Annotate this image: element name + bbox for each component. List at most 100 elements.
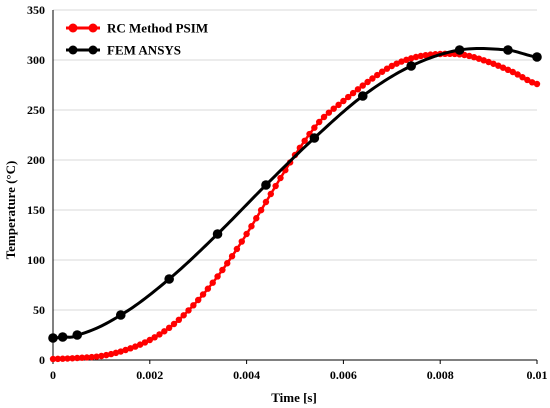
y-axis-label: Temperature (°C): [3, 161, 18, 260]
series-0-dot-64: [359, 82, 366, 89]
series-0-dot-98: [524, 76, 531, 84]
series-0-dot-57: [325, 109, 333, 116]
series-0-dot-40: [243, 230, 250, 238]
series-0-dot-16: [127, 345, 134, 352]
x-tick-labels: 0 0.002 0.004 0.006 0.008 0.01: [50, 368, 548, 382]
series-0-dot-99: [528, 79, 536, 86]
series-0-dot-47: [277, 174, 284, 182]
series-0-dot-11: [103, 351, 110, 359]
series-0-dot-12: [107, 350, 115, 358]
x-tick-label-1: 0.002: [136, 368, 163, 382]
series-0-dot-9: [93, 353, 100, 360]
series-0-dot-52: [301, 137, 308, 144]
axes: [52, 10, 538, 364]
series-0-dot-96: [514, 71, 521, 78]
series-1-point-0: [48, 333, 58, 343]
series-0-dot-97: [519, 74, 526, 81]
series-0-dot-43: [257, 206, 265, 214]
x-axis-label: Time [s]: [271, 390, 317, 405]
y-tick-label-2: 100: [27, 253, 45, 267]
series-0-dot-69: [383, 65, 391, 72]
x-tick-label-5: 0.01: [527, 368, 548, 382]
series-0-dot-41: [248, 223, 255, 230]
series-0-dot-13: [112, 349, 120, 357]
x-tick-label-4: 0.008: [427, 368, 454, 382]
series-0-dot-73: [403, 56, 410, 64]
series-0-dot-55: [316, 118, 323, 126]
y-tick-label-6: 300: [27, 53, 45, 67]
series-0-dot-75: [412, 53, 420, 61]
series-0-dot-94: [504, 66, 512, 74]
series-0-dot-62: [349, 89, 357, 97]
series-0-dot-56: [320, 113, 328, 121]
series-1-point-1: [57, 332, 68, 342]
series-0-dot-68: [378, 68, 386, 75]
series-0-dot-92: [495, 62, 502, 69]
series-0-dot-88: [475, 55, 483, 62]
series-0-dot-95: [509, 68, 516, 76]
series-0-dot-23: [161, 328, 168, 335]
series-0-dot-93: [499, 64, 507, 71]
y-tick-label-7: 350: [27, 3, 45, 17]
gridlines: [53, 9, 537, 311]
y-tick-label-3: 150: [27, 203, 45, 217]
series-0-dot-59: [335, 101, 342, 109]
series-0-dot-65: [364, 78, 371, 86]
series-0-dot-10: [98, 352, 105, 360]
legend-label-0: RC Method PSIM: [107, 21, 208, 36]
series-0-dot-90: [485, 58, 492, 66]
series-0-dot-15: [122, 346, 129, 354]
series-0-dot-89: [480, 57, 487, 64]
legend-marker-right-1: [88, 45, 98, 55]
series-1: [48, 45, 542, 343]
series-0-dot-4: [69, 355, 76, 362]
series-line-1: [52, 47, 538, 340]
series-0-dot-63: [354, 86, 362, 93]
series-0-dot-7: [83, 354, 91, 361]
series-0-dot-44: [262, 198, 270, 206]
series-0-dot-45: [267, 190, 274, 198]
series-0-dot-54: [311, 124, 318, 131]
series-1-point-12: [532, 52, 542, 62]
series-1-point-11: [503, 45, 513, 55]
series-0-dot-6: [78, 354, 86, 361]
legend-marker-left-1: [68, 45, 78, 55]
series-0-dot-21: [151, 334, 158, 341]
series-0-dot-2: [59, 355, 66, 362]
series-1-point-4: [164, 274, 174, 284]
series-0-dot-35: [219, 266, 226, 274]
series-0-dot-74: [407, 55, 415, 62]
series-0-dot-67: [374, 71, 381, 79]
legend-item-1: FEM ANSYS: [66, 43, 181, 58]
series-0-dot-18: [136, 341, 144, 348]
series-1-point-7: [309, 133, 320, 143]
series-0-dot-34: [214, 273, 221, 280]
series-0-dot-61: [345, 93, 352, 101]
series-0-dot-58: [330, 105, 337, 112]
series-0-dot-17: [132, 343, 139, 350]
series-0-dot-22: [156, 331, 163, 338]
series-0-dot-91: [490, 60, 497, 67]
series-0-dot-76: [417, 52, 425, 60]
series-0-dot-29: [190, 302, 197, 309]
series-0-dot-66: [369, 75, 376, 82]
series-0-dot-27: [180, 312, 187, 319]
series-0-dot-46: [272, 182, 279, 190]
legend-label-1: FEM ANSYS: [107, 43, 181, 58]
series-0-dot-86: [466, 52, 473, 60]
series-1-point-2: [72, 330, 82, 340]
legend: RC Method PSIM FEM ANSYS: [66, 21, 208, 58]
y-tick-label-4: 200: [27, 153, 45, 167]
series-0-dot-31: [199, 291, 207, 298]
series-layer: [48, 45, 542, 363]
series-0-dot-28: [185, 307, 192, 314]
series-0-dot-70: [388, 62, 395, 70]
series-0-dot-38: [233, 245, 241, 253]
series-1-point-5: [212, 229, 223, 239]
y-tick-label-0: 0: [39, 353, 45, 367]
series-0-dot-1: [54, 355, 62, 363]
series-0-dot-5: [74, 354, 81, 362]
y-tick-label-5: 250: [27, 103, 45, 117]
series-0-dot-30: [195, 296, 202, 304]
